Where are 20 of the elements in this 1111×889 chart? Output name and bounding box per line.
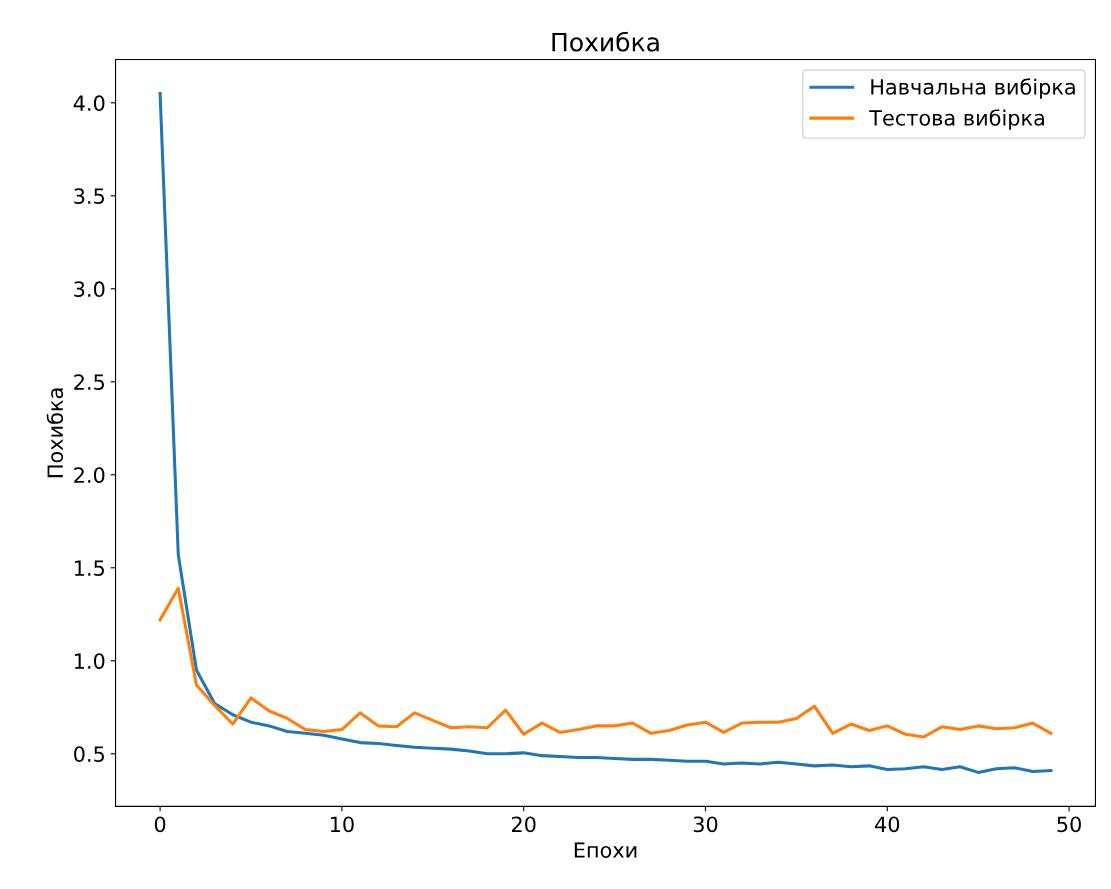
x-tick-label: 20 [511,816,536,833]
chart-title: Похибка [552,31,659,52]
x-axis-title: Епохи [574,842,637,858]
y-tick-label: 3.0 [74,281,105,298]
y-tick-label: 4.0 [73,95,105,112]
y-tick-label: 3.5 [74,188,104,205]
y-tick-label: 1.5 [74,560,104,576]
x-tick-label: 40 [875,816,900,833]
y-tick-label: 0.5 [74,746,104,762]
legend-label: Навчальна вибірка [871,78,1075,99]
y-axis-title: Похибка [46,388,64,478]
y-tick-label: 1.0 [74,653,105,669]
x-tick-label: 10 [330,816,354,833]
y-tick-label: 2.5 [74,374,104,391]
line-series [158,586,1053,739]
legend-label: Тестова вибірка [869,109,1044,130]
y-tick-label: 2.0 [74,467,105,483]
x-tick-label: 0 [154,816,166,833]
x-tick-label: 50 [1057,816,1081,833]
x-tick-label: 30 [693,816,718,833]
